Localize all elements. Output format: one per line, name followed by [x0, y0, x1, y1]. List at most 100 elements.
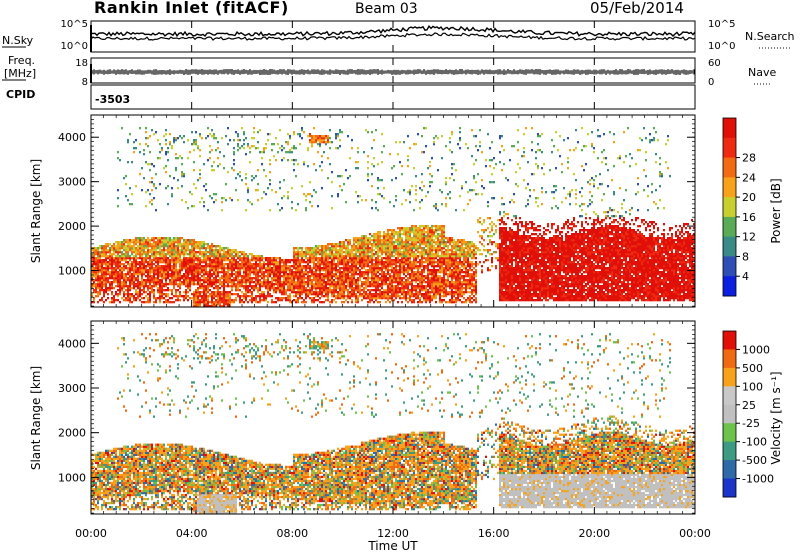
range-gate-cell [203, 299, 205, 302]
range-gate-cell [363, 287, 365, 290]
range-gate-cell [291, 151, 293, 154]
range-gate-cell [289, 301, 291, 304]
range-gate-cell [333, 275, 335, 278]
range-gate-cell [145, 131, 147, 134]
range-gate-cell [413, 279, 415, 282]
range-gate-cell [375, 285, 377, 288]
range-gate-cell [391, 233, 393, 236]
range-gate-cell [311, 249, 313, 252]
range-gate-cell [209, 145, 211, 148]
range-gate-cell [233, 283, 235, 286]
range-gate-cell [171, 187, 173, 190]
range-gate-cell [103, 245, 105, 248]
range-gate-cell [377, 239, 379, 242]
range-gate-cell [153, 243, 155, 246]
range-gate-cell [123, 269, 125, 272]
range-gate-cell [137, 279, 139, 282]
range-gate-cell [299, 273, 301, 276]
range-gate-cell [313, 291, 315, 294]
range-gate-cell [409, 251, 411, 254]
range-gate-cell [113, 299, 115, 302]
range-gate-cell [337, 193, 339, 196]
range-gate-cell [199, 285, 201, 288]
range-gate-cell [235, 251, 237, 254]
range-gate-cell [151, 279, 153, 282]
range-gate-cell [177, 257, 179, 260]
range-gate-cell [347, 259, 349, 262]
range-gate-cell [273, 275, 275, 278]
range-gate-cell [353, 287, 355, 290]
range-gate-cell [109, 247, 111, 250]
range-gate-cell [225, 299, 227, 302]
range-gate-cell [219, 283, 221, 286]
range-gate-cell [215, 269, 217, 272]
range-gate-cell [167, 301, 169, 304]
range-gate-cell [117, 157, 119, 160]
range-gate-cell [361, 255, 363, 258]
range-gate-cell [189, 253, 191, 256]
range-gate-cell [149, 273, 151, 276]
range-gate-cell [351, 253, 353, 256]
range-gate-cell [231, 283, 233, 286]
range-gate-cell [225, 303, 227, 306]
range-gate-cell [167, 245, 169, 248]
range-gate-cell [205, 273, 207, 276]
range-gate-cell [285, 293, 287, 296]
freq-trace [90, 64, 695, 83]
range-gate-cell [311, 141, 313, 144]
range-gate-cell [181, 281, 183, 284]
range-gate-cell [341, 279, 343, 282]
range-gate-cell [393, 165, 395, 168]
range-gate-cell [389, 235, 391, 238]
range-gate-cell [347, 285, 349, 288]
range-gate-cell [387, 257, 389, 260]
range-gate-cell [149, 201, 151, 204]
range-gate-cell [393, 233, 395, 236]
range-gate-cell [103, 269, 105, 272]
range-gate-cell [377, 295, 379, 298]
range-gate-cell [389, 263, 391, 266]
range-gate-cell [369, 243, 371, 246]
range-gate-cell [189, 263, 191, 266]
range-gate-cell [291, 265, 293, 268]
range-gate-cell [101, 251, 103, 254]
range-gate-cell [293, 277, 295, 280]
range-gate-cell [141, 257, 143, 260]
range-gate-cell [323, 283, 325, 286]
range-gate-cell [175, 277, 177, 280]
range-gate-cell [367, 279, 369, 282]
range-gate-cell [379, 179, 381, 182]
range-gate-cell [371, 297, 373, 300]
range-gate-cell [149, 169, 151, 172]
range-gate-cell [307, 257, 309, 260]
range-gate-cell [373, 281, 375, 284]
range-gate-cell [375, 277, 377, 280]
range-gate-cell [245, 287, 247, 290]
range-gate-cell [179, 277, 181, 280]
range-gate-cell [381, 247, 383, 250]
range-gate-cell [161, 275, 163, 278]
range-gate-cell [339, 175, 341, 178]
range-gate-cell [363, 257, 365, 260]
range-gate-cell [273, 273, 275, 276]
range-gate-cell [199, 249, 201, 252]
range-gate-cell [297, 255, 299, 258]
range-gate-cell [393, 231, 395, 234]
range-gate-cell [247, 287, 249, 290]
range-gate-cell [135, 253, 137, 256]
cpid-value: -3503 [95, 93, 130, 106]
range-gate-cell [121, 271, 123, 274]
range-gate-cell [137, 297, 139, 300]
range-gate-cell [147, 241, 149, 244]
range-gate-cell [227, 273, 229, 276]
range-gate-cell [201, 271, 203, 274]
range-gate-cell [195, 251, 197, 254]
range-gate-cell [407, 237, 409, 240]
range-gate-cell [225, 259, 227, 262]
range-gate-cell [377, 279, 379, 282]
range-gate-cell [307, 291, 309, 294]
range-gate-cell [237, 283, 239, 286]
range-gate-cell [101, 261, 103, 264]
range-gate-cell [351, 281, 353, 284]
range-gate-cell [321, 269, 323, 272]
